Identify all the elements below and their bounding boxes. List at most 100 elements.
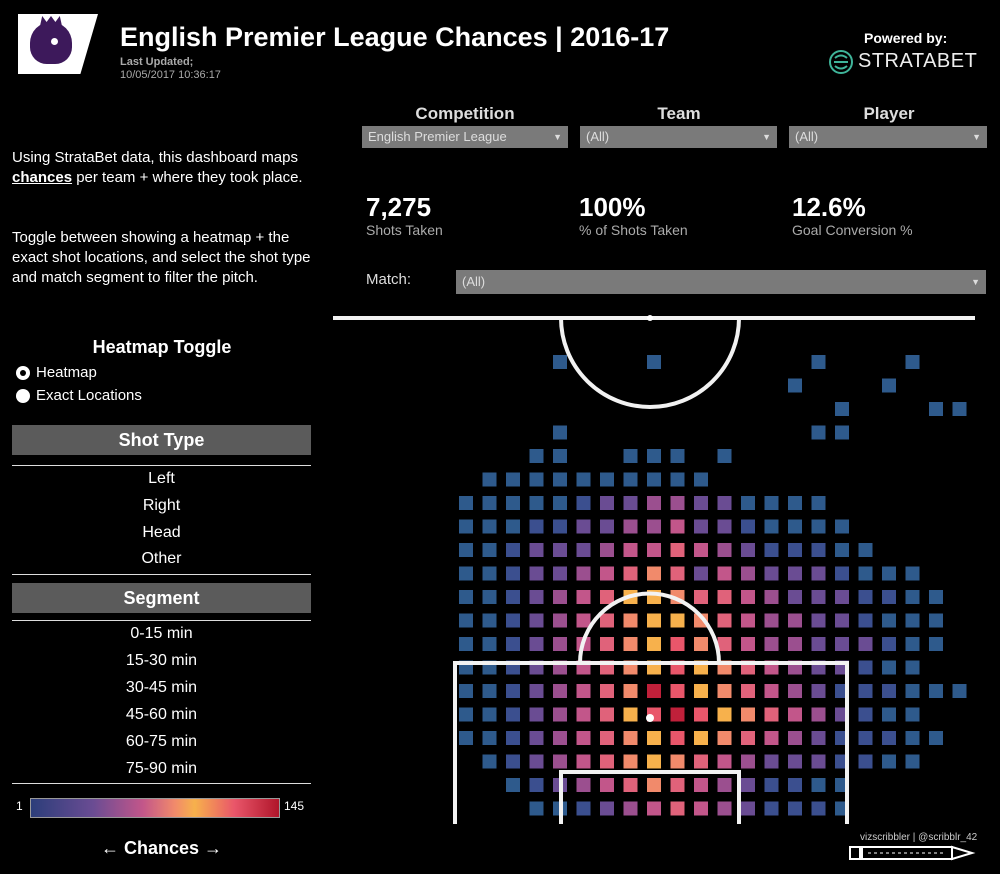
heatmap-cell[interactable] (623, 496, 638, 510)
heatmap-cell[interactable] (741, 637, 755, 651)
heatmap-cell[interactable] (741, 754, 755, 769)
heatmap-cell[interactable] (835, 590, 849, 604)
heatmap-cell[interactable] (717, 590, 732, 604)
heatmap-cell[interactable] (529, 449, 544, 463)
heatmap-cell[interactable] (576, 731, 591, 745)
heatmap-cell[interactable] (506, 519, 520, 534)
heatmap-cell[interactable] (670, 496, 685, 510)
heatmap-cell[interactable] (459, 519, 473, 534)
heatmap-cell[interactable] (694, 613, 708, 628)
heatmap-cell[interactable] (835, 402, 849, 416)
heatmap-cell[interactable] (670, 566, 685, 581)
segment-0-15[interactable]: 0-15 min (130, 625, 193, 642)
heatmap-cell[interactable] (623, 449, 638, 463)
heatmap-cell[interactable] (529, 801, 544, 816)
heatmap-cell[interactable] (553, 566, 567, 581)
heatmap-cell[interactable] (764, 637, 779, 651)
heatmap-cell[interactable] (670, 754, 685, 769)
heatmap-cell[interactable] (764, 707, 779, 722)
heatmap-cell[interactable] (529, 731, 544, 745)
heatmap-cell[interactable] (811, 590, 826, 604)
heatmap-cell[interactable] (482, 684, 497, 698)
heatmap-cell[interactable] (529, 778, 544, 792)
heatmap-cell[interactable] (694, 637, 708, 651)
heatmap-cell[interactable] (811, 778, 826, 792)
segment-30-45[interactable]: 30-45 min (125, 679, 198, 696)
heatmap-cell[interactable] (858, 566, 873, 581)
heatmap-cell[interactable] (858, 684, 873, 698)
heatmap-cell[interactable] (717, 566, 732, 581)
heatmap-cell[interactable] (858, 543, 873, 557)
heatmap-cell[interactable] (600, 801, 614, 816)
heatmap-cell[interactable] (529, 472, 544, 487)
radio-exact-locations[interactable]: Exact Locations (16, 387, 142, 404)
heatmap-cell[interactable] (482, 543, 497, 557)
heatmap-cell[interactable] (647, 566, 661, 581)
heatmap-cell[interactable] (553, 496, 567, 510)
heatmap-cell[interactable] (905, 754, 920, 769)
heatmap-cell[interactable] (576, 613, 591, 628)
heatmap-cell[interactable] (835, 613, 849, 628)
heatmap-cell[interactable] (506, 754, 520, 769)
heatmap-cell[interactable] (529, 613, 544, 628)
heatmap-cell[interactable] (670, 519, 685, 534)
heatmap-cell[interactable] (764, 613, 779, 628)
heatmap-cell[interactable] (882, 566, 896, 581)
heatmap-cell[interactable] (529, 566, 544, 581)
heatmap-cell[interactable] (576, 707, 591, 722)
heatmap-cell[interactable] (811, 754, 826, 769)
heatmap-cell[interactable] (717, 778, 732, 792)
heatmap-cell[interactable] (741, 590, 755, 604)
heatmap-cell[interactable] (482, 519, 497, 534)
heatmap-cell[interactable] (506, 472, 520, 487)
heatmap-cell[interactable] (835, 425, 849, 440)
heatmap-cell[interactable] (459, 731, 473, 745)
heatmap-cell[interactable] (717, 637, 732, 651)
heatmap-cell[interactable] (741, 613, 755, 628)
heatmap-cell[interactable] (811, 543, 826, 557)
heatmap-cell[interactable] (647, 449, 661, 463)
heatmap-cell[interactable] (647, 684, 661, 698)
heatmap-cell[interactable] (506, 613, 520, 628)
heatmap-cell[interactable] (506, 590, 520, 604)
heatmap-cell[interactable] (459, 637, 473, 651)
heatmap-cell[interactable] (717, 519, 732, 534)
heatmap-cell[interactable] (882, 731, 896, 745)
heatmap-cell[interactable] (670, 449, 685, 463)
heatmap-cell[interactable] (647, 472, 661, 487)
heatmap-cell[interactable] (553, 731, 567, 745)
heatmap-cell[interactable] (553, 449, 567, 463)
heatmap-cell[interactable] (694, 707, 708, 722)
heatmap-cell[interactable] (647, 754, 661, 769)
pitch-heatmap[interactable] (333, 300, 975, 824)
heatmap-cell[interactable] (788, 496, 802, 510)
heatmap-cell[interactable] (529, 684, 544, 698)
heatmap-cell[interactable] (670, 637, 685, 651)
competition-dropdown[interactable]: English Premier League ▼ (362, 126, 568, 148)
heatmap-cell[interactable] (553, 754, 567, 769)
heatmap-cell[interactable] (905, 707, 920, 722)
heatmap-cell[interactable] (717, 496, 732, 510)
radio-selected-icon[interactable] (16, 365, 30, 380)
heatmap-cell[interactable] (623, 543, 638, 557)
heatmap-cell[interactable] (482, 637, 497, 651)
heatmap-cell[interactable] (694, 801, 708, 816)
heatmap-cell[interactable] (882, 707, 896, 722)
heatmap-cell[interactable] (764, 801, 779, 816)
heatmap-cell[interactable] (694, 754, 708, 769)
heatmap-cell[interactable] (952, 684, 967, 698)
heatmap-cell[interactable] (459, 543, 473, 557)
segment-75-90[interactable]: 75-90 min (125, 760, 198, 777)
heatmap-cell[interactable] (929, 731, 943, 745)
heatmap-cell[interactable] (670, 707, 685, 722)
heatmap-cell[interactable] (576, 778, 591, 792)
heatmap-cell[interactable] (623, 472, 638, 487)
heatmap-cell[interactable] (647, 613, 661, 628)
heatmap-cell[interactable] (811, 519, 826, 534)
heatmap-cell[interactable] (553, 425, 567, 440)
heatmap-cell[interactable] (506, 543, 520, 557)
heatmap-cell[interactable] (600, 496, 614, 510)
heatmap-cell[interactable] (882, 754, 896, 769)
heatmap-cell[interactable] (882, 660, 896, 675)
heatmap-cell[interactable] (811, 496, 826, 510)
